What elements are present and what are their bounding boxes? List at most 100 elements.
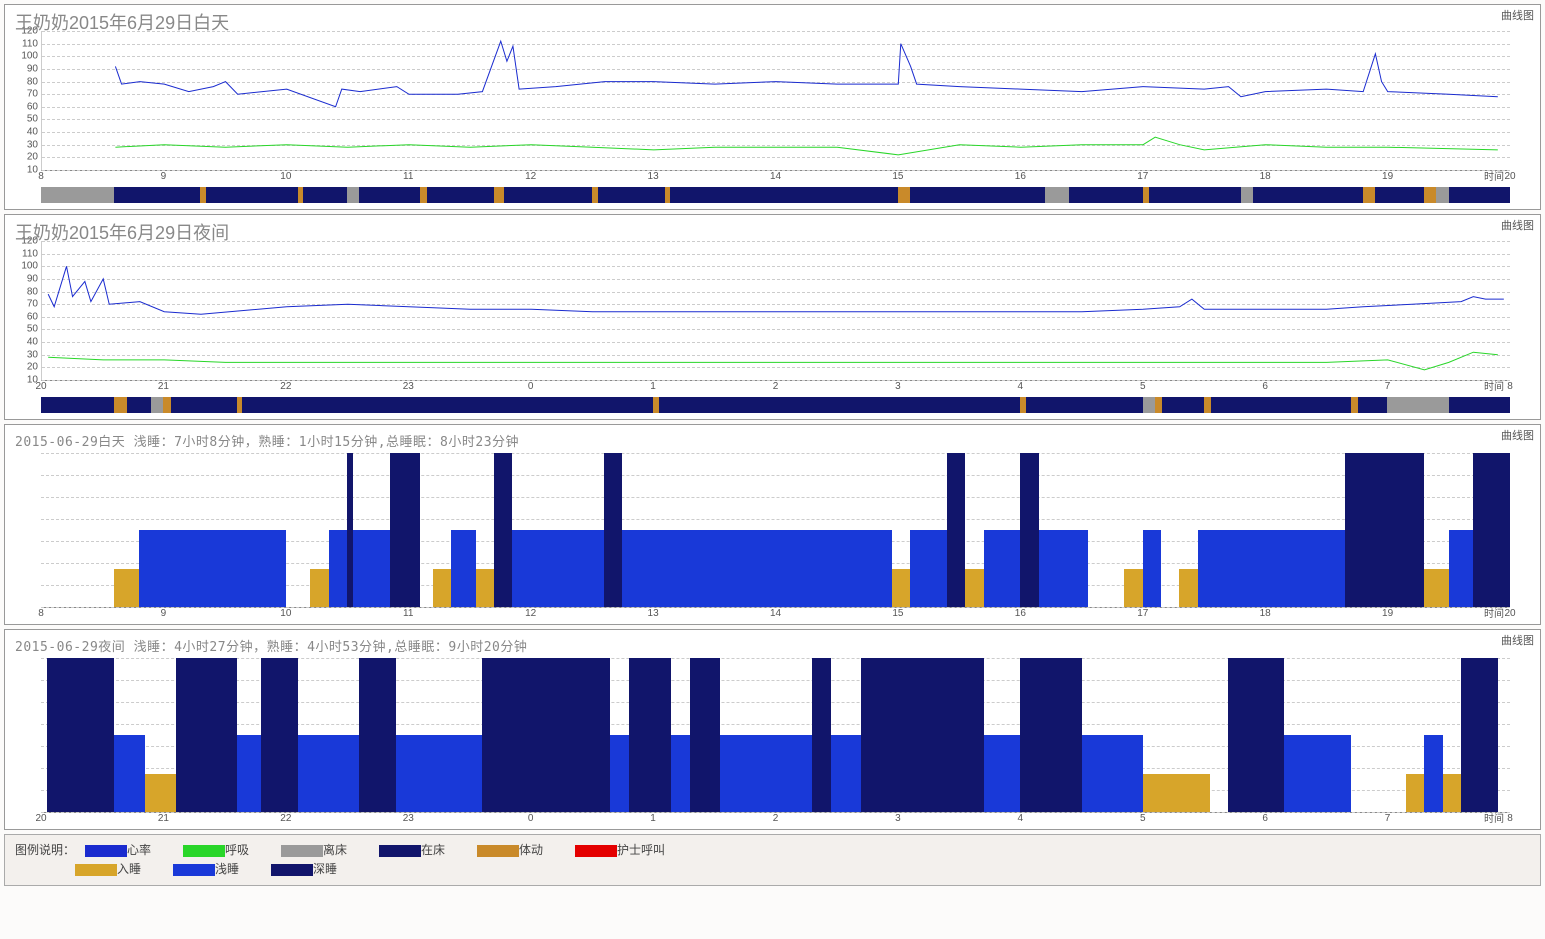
x-tick: 14 — [770, 171, 781, 182]
sleep-bar-light_sleep — [1082, 735, 1143, 812]
legend-swatch-fall_asleep — [75, 864, 117, 876]
chart-type-label: 曲线图 — [1501, 217, 1534, 233]
sleep-summary-title: 2015-06-29夜间 浅睡：4小时27分钟，熟睡：4小时53分钟,总睡眠：9… — [15, 636, 527, 655]
legend-row-1: 图例说明： 心率呼吸离床在床体动护士呼叫 — [15, 841, 1530, 858]
x-tick: 10 — [280, 171, 291, 182]
status-segment-off_bed — [151, 397, 163, 413]
x-axis-ticks: 时间 891011121314151617181920 — [41, 171, 1510, 185]
sleep-bar-deep_sleep — [1473, 453, 1510, 607]
sleep-bar-fall_asleep — [1143, 774, 1210, 813]
night-line-chart: 102030405060708090100110120 — [41, 241, 1510, 381]
sleep-bar-light_sleep — [671, 735, 689, 812]
x-axis-ticks: 时间 20212223012345678 — [41, 813, 1510, 827]
status-segment-on_bed — [114, 187, 200, 203]
grid-line — [41, 519, 1510, 520]
respiration-line — [115, 137, 1497, 155]
x-tick: 5 — [1140, 813, 1146, 824]
chart-type-label: 曲线图 — [1501, 7, 1534, 23]
sleep-bar-light_sleep — [622, 530, 891, 607]
legend-label: 体动 — [519, 841, 565, 858]
status-segment-on_bed — [504, 187, 592, 203]
y-tick: 90 — [14, 273, 38, 284]
y-tick: 100 — [14, 261, 38, 272]
sleep-bar-fall_asleep — [145, 774, 176, 813]
status-segment-body_move — [1204, 397, 1211, 413]
sleep-bar-light_sleep — [1284, 735, 1351, 812]
sleep-bar-light_sleep — [1424, 735, 1442, 812]
status-segment-off_bed — [1143, 397, 1155, 413]
status-segment-body_move — [1155, 397, 1162, 413]
legend-row-2: 入睡浅睡深睡 — [15, 860, 1530, 877]
y-tick: 30 — [14, 349, 38, 360]
status-segment-on_bed — [1449, 397, 1510, 413]
status-segment-off_bed — [1241, 187, 1253, 203]
y-tick: 70 — [14, 89, 38, 100]
legend-label: 心率 — [127, 841, 173, 858]
legend-swatch-on_bed — [379, 845, 421, 857]
legend-swatch-deep_sleep — [271, 864, 313, 876]
sleep-bar-fall_asleep — [476, 569, 494, 608]
x-tick: 11 — [403, 171, 413, 182]
sleep-bar-fall_asleep — [433, 569, 451, 608]
x-tick: 10 — [280, 608, 291, 619]
y-tick: 40 — [14, 127, 38, 138]
x-tick: 6 — [1262, 381, 1268, 392]
sleep-bar-fall_asleep — [892, 569, 910, 608]
status-segment-body_move — [494, 187, 504, 203]
night-sleep-panel: 2015-06-29夜间 浅睡：4小时27分钟，熟睡：4小时53分钟,总睡眠：9… — [4, 629, 1541, 830]
sleep-bar-deep_sleep — [1020, 658, 1081, 812]
x-tick: 18 — [1260, 171, 1271, 182]
y-tick: 90 — [14, 63, 38, 74]
x-tick: 18 — [1260, 608, 1271, 619]
status-segment-on_bed — [598, 187, 665, 203]
x-tick: 9 — [161, 608, 167, 619]
sleep-bar-light_sleep — [910, 530, 947, 607]
status-segment-body_move — [1363, 187, 1375, 203]
status-segment-on_bed — [910, 187, 1045, 203]
chart-type-label: 曲线图 — [1501, 632, 1534, 648]
legend-title: 图例说明： — [15, 841, 75, 858]
y-tick: 110 — [14, 248, 38, 259]
heart-rate-line — [115, 41, 1497, 107]
x-tick: 1 — [650, 813, 656, 824]
x-tick: 8 — [1507, 381, 1513, 392]
daytime-sleep-chart — [41, 453, 1510, 608]
night-status-bar — [41, 397, 1510, 413]
grid-line — [41, 453, 1510, 454]
x-tick: 12 — [525, 608, 536, 619]
status-segment-on_bed — [1358, 397, 1387, 413]
status-segment-on_bed — [1211, 397, 1351, 413]
sleep-bar-deep_sleep — [604, 453, 622, 607]
sleep-bar-light_sleep — [1449, 530, 1473, 607]
x-tick: 19 — [1382, 608, 1393, 619]
y-tick: 60 — [14, 101, 38, 112]
status-segment-on_bed — [670, 187, 898, 203]
sleep-bar-deep_sleep — [1228, 658, 1283, 812]
sleep-bar-light_sleep — [329, 530, 347, 607]
daytime-status-bar — [41, 187, 1510, 203]
status-segment-body_move — [114, 397, 126, 413]
y-tick: 10 — [14, 375, 38, 386]
status-segment-on_bed — [303, 187, 347, 203]
y-tick: 70 — [14, 299, 38, 310]
x-axis-ticks: 时间 891011121314151617181920 — [41, 608, 1510, 622]
sleep-bar-deep_sleep — [390, 453, 421, 607]
x-tick: 21 — [158, 381, 169, 392]
x-tick: 14 — [770, 608, 781, 619]
time-axis-label: 时间 — [1484, 378, 1504, 393]
y-tick: 80 — [14, 76, 38, 87]
status-segment-on_bed — [1162, 397, 1204, 413]
y-tick: 50 — [14, 114, 38, 125]
chart-type-label: 曲线图 — [1501, 427, 1534, 443]
status-segment-off_bed — [347, 187, 359, 203]
sleep-bar-fall_asleep — [965, 569, 983, 608]
sleep-bar-deep_sleep — [359, 658, 396, 812]
sleep-bar-fall_asleep — [1443, 774, 1461, 813]
grid-line — [41, 497, 1510, 498]
grid-line — [41, 475, 1510, 476]
daytime-sleep-panel: 2015-06-29白天 浅睡：7小时8分钟，熟睡：1小时15分钟,总睡眠：8小… — [4, 424, 1541, 625]
x-axis-ticks: 时间 20212223012345678 — [41, 381, 1510, 395]
sleep-bar-light_sleep — [451, 530, 475, 607]
x-tick: 13 — [648, 608, 659, 619]
time-axis-label: 时间 — [1484, 168, 1504, 183]
